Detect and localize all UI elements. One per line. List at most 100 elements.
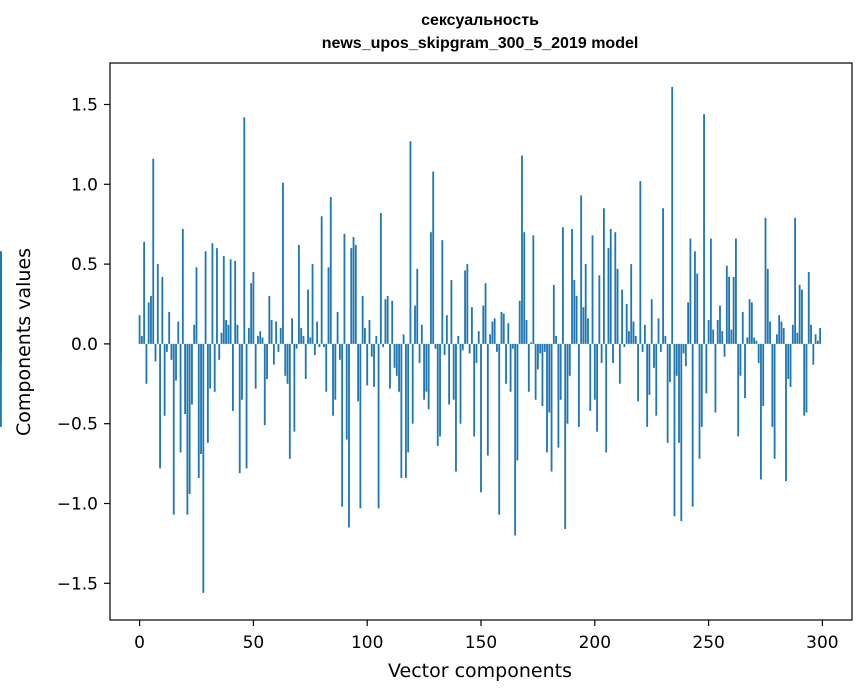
bar-component-107 <box>382 343 385 348</box>
bar-component-156 <box>493 318 496 344</box>
bar-component-262 <box>735 238 737 344</box>
bar-component-290 <box>798 284 801 344</box>
bar-component-40 <box>229 259 232 344</box>
bar-component-263 <box>737 343 740 437</box>
bar-component-29 <box>204 251 207 344</box>
bar-component-127 <box>427 343 430 410</box>
bar-component-203 <box>600 343 603 364</box>
bar-component-159 <box>500 311 503 344</box>
bar-component-55 <box>263 343 266 426</box>
bar-component-148 <box>475 343 478 364</box>
bar-component-176 <box>539 343 542 354</box>
bar-component-120 <box>411 343 414 424</box>
bar-component-63 <box>282 182 284 344</box>
bar-component-140 <box>457 335 460 344</box>
bar-component-0 <box>138 315 141 344</box>
bar-component-81 <box>323 343 325 348</box>
bar-component-77 <box>313 343 316 356</box>
bar-component-36 <box>220 332 223 344</box>
bar-component-60 <box>275 321 278 344</box>
bar-component-124 <box>420 324 423 344</box>
bar-component-144 <box>466 264 469 344</box>
bar-component-201 <box>596 343 598 432</box>
bar-component-52 <box>257 335 259 344</box>
bar-component-208 <box>612 343 614 364</box>
bar-component-57 <box>268 296 271 344</box>
bar-component-95 <box>354 244 357 344</box>
x-tick-label: 150 <box>465 633 497 653</box>
bar-component-80 <box>320 216 323 344</box>
bar-component-69 <box>295 343 298 349</box>
bar-component-85 <box>332 343 334 416</box>
bar-component-130 <box>434 343 437 349</box>
bar-component-undefined <box>0 343 2 427</box>
bar-component-232 <box>666 343 669 443</box>
bar-component-131 <box>436 343 439 447</box>
bar-component-271 <box>755 340 758 344</box>
bar-component-189 <box>568 343 571 376</box>
bar-component-47 <box>245 343 248 469</box>
bar-component-198 <box>589 343 592 411</box>
bar-component-9 <box>159 343 161 469</box>
bar-component-35 <box>218 343 221 360</box>
bar-component-78 <box>316 321 319 344</box>
bar-component-103 <box>373 343 375 387</box>
bar-component-181 <box>550 343 553 472</box>
bar-component-73 <box>304 343 307 379</box>
bar-component-145 <box>468 343 471 354</box>
bar-component-109 <box>386 296 389 344</box>
bar-component-187 <box>564 343 567 530</box>
bar-component-24 <box>193 324 196 344</box>
bar-component-274 <box>762 343 765 407</box>
bar-component-61 <box>277 343 280 352</box>
y-tick-label: −0.5 <box>57 415 98 435</box>
bar-component-139 <box>455 343 457 472</box>
y-tick-label: 0.5 <box>71 255 98 275</box>
bar-component-223 <box>646 343 649 427</box>
bar-component-236 <box>675 343 678 376</box>
bar-component-91 <box>345 343 348 440</box>
bar-component-218 <box>634 335 637 344</box>
bar-component-244 <box>694 251 696 344</box>
bar-component-108 <box>384 299 387 344</box>
bar-component-168 <box>521 155 523 344</box>
bar-component-230 <box>662 208 664 344</box>
bar-component-196 <box>584 264 587 344</box>
bar-component-49 <box>250 283 253 344</box>
bar-component-296 <box>812 343 815 365</box>
bar-component-169 <box>523 232 526 344</box>
bar-component-122 <box>416 268 419 344</box>
bar-component-288 <box>794 217 797 344</box>
bar-component-111 <box>391 300 394 344</box>
bar-component-56 <box>266 343 268 379</box>
bar-component-272 <box>757 343 760 364</box>
chart-subtitle: news_upos_skipgram_300_5_2019 model <box>321 35 639 52</box>
bar-component-113 <box>395 343 398 376</box>
bar-component-157 <box>496 343 498 352</box>
bar-component-3 <box>145 343 148 384</box>
bar-component-184 <box>557 343 560 448</box>
bar-component-258 <box>725 265 728 344</box>
bar-component-213 <box>623 343 626 348</box>
bar-component-214 <box>625 303 628 344</box>
bar-component-102 <box>370 343 373 357</box>
bar-component-86 <box>334 343 337 400</box>
bar-component-256 <box>721 331 724 344</box>
bar-component-249 <box>705 343 708 394</box>
x-axis-label: Vector components <box>388 660 572 682</box>
bar-component-128 <box>430 232 432 344</box>
bar-component-254 <box>716 319 719 344</box>
bar-component-59 <box>272 343 275 365</box>
x-tick-label: 250 <box>692 633 724 653</box>
x-tick-label: 0 <box>134 633 145 653</box>
bar-component-136 <box>448 343 451 405</box>
bar-component-197 <box>587 318 589 344</box>
bar-component-105 <box>377 343 380 509</box>
bar-component-8 <box>156 264 159 344</box>
x-tick-label: 100 <box>351 633 383 653</box>
bar-component-5 <box>150 296 152 344</box>
bar-component-261 <box>732 276 735 344</box>
bar-component-26 <box>197 343 200 478</box>
bar-component-19 <box>181 228 184 344</box>
